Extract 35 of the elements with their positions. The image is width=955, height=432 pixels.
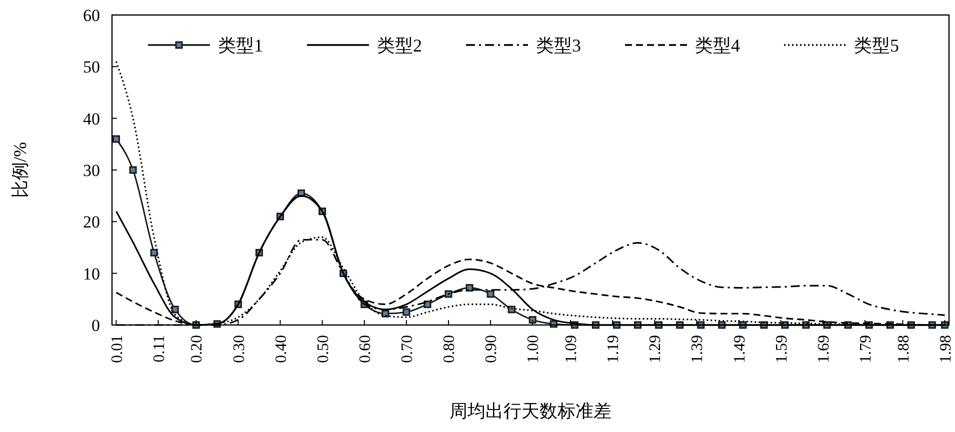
x-tick-label: 0.50 bbox=[314, 335, 332, 363]
x-tick-label: 1.29 bbox=[647, 335, 664, 363]
legend-label: 类型4 bbox=[695, 35, 740, 56]
x-tick-label: 0.11 bbox=[150, 335, 168, 362]
x-tick-label: 1.69 bbox=[815, 335, 832, 363]
legend-label: 类型2 bbox=[377, 35, 422, 56]
x-tick-label: 1.59 bbox=[773, 335, 790, 363]
x-tick-label: 1.19 bbox=[605, 335, 622, 363]
y-tick-label: 40 bbox=[83, 109, 100, 128]
x-tick-label: 0.80 bbox=[441, 335, 458, 363]
x-tick-label: 1.09 bbox=[563, 335, 580, 363]
x-tick-label: 0.01 bbox=[108, 335, 126, 363]
x-tick-label: 0.40 bbox=[272, 335, 290, 363]
legend-label: 类型1 bbox=[218, 35, 263, 56]
y-tick-label: 0 bbox=[92, 316, 100, 335]
y-tick-label: 20 bbox=[83, 212, 100, 232]
legend-label: 类型5 bbox=[854, 35, 899, 56]
x-tick-label: 1.00 bbox=[525, 335, 542, 363]
y-tick-label: 60 bbox=[83, 6, 100, 25]
x-tick-label: 0.20 bbox=[188, 335, 206, 363]
x-tick-label: 1.49 bbox=[731, 335, 748, 363]
y-tick-label: 50 bbox=[83, 58, 100, 77]
y-axis-title: 比例/% bbox=[10, 142, 30, 198]
x-tick-label: 1.39 bbox=[689, 335, 706, 363]
x-tick-label: 1.98 bbox=[937, 335, 954, 363]
x-axis-title: 周均出行天数标准差 bbox=[450, 401, 612, 421]
y-tick-label: 30 bbox=[83, 160, 100, 180]
x-tick-label: 0.90 bbox=[483, 335, 500, 363]
x-tick-label: 1.79 bbox=[857, 335, 874, 363]
x-tick-label: 0.70 bbox=[399, 335, 416, 363]
x-tick-label: 1.88 bbox=[895, 335, 912, 363]
legend-label: 类型3 bbox=[536, 35, 581, 56]
y-tick-label: 10 bbox=[83, 264, 100, 284]
x-tick-label: 0.30 bbox=[230, 335, 248, 363]
x-tick-label: 0.60 bbox=[356, 335, 374, 363]
